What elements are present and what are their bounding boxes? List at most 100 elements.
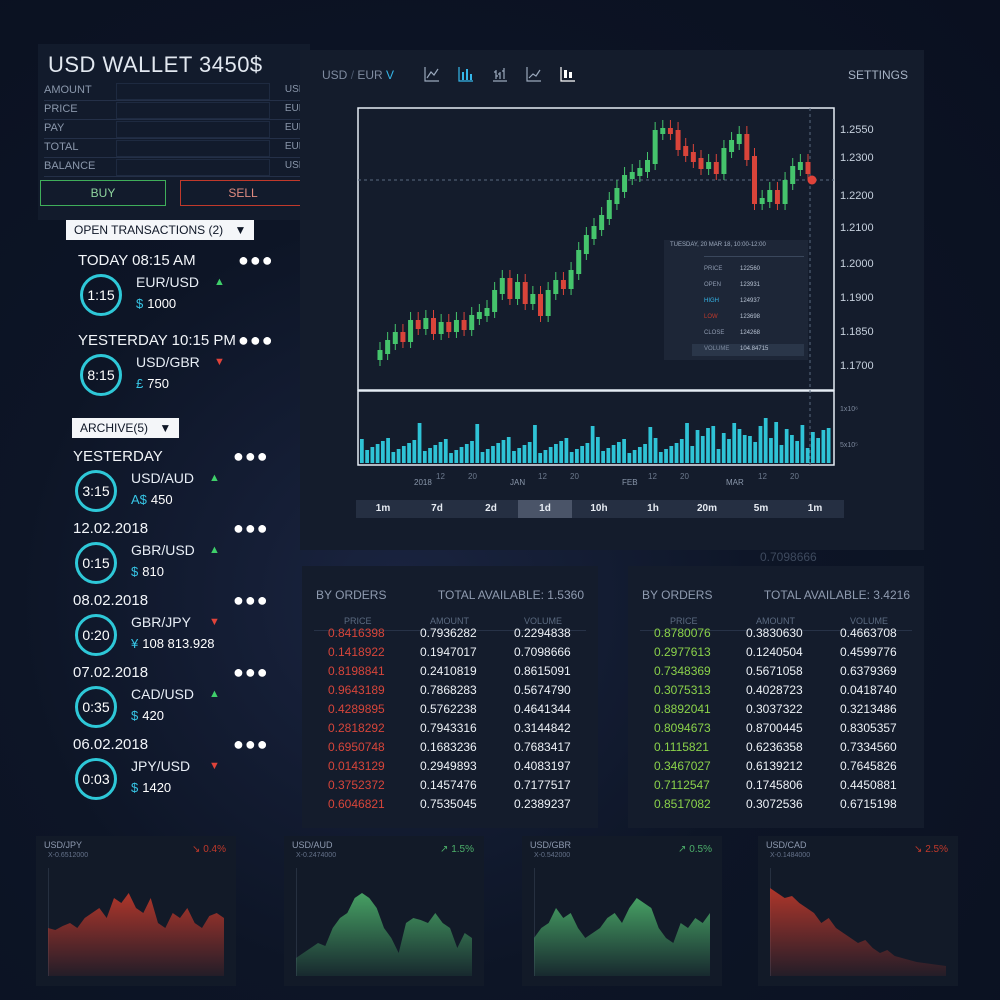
sell-button[interactable]: SELL [180,180,306,206]
volume-bar [575,449,579,463]
chevron-down-icon: ▼ [159,421,172,435]
timeframe-1h[interactable]: 1h [647,503,659,514]
transaction-item[interactable]: TODAY 08:15 AM ●●● 1:15 EUR/USD ▲ $1000 [78,250,308,326]
volume-bar [543,450,548,463]
mini-chart-usd-cad[interactable]: USD/CAD X-0.1484000 ↘ 2.5% [758,836,958,986]
transaction-item[interactable]: 06.02.2018 ●●● 0:03 JPY/USD ▼ $1420 [73,734,303,810]
price-cell: 0.1115821 [654,740,709,754]
arrow-down-icon: ▼ [209,760,220,772]
volume-bar [417,423,422,463]
archive-dropdown[interactable]: ARCHIVE(5) ▼ [72,418,180,438]
timeframe-1m[interactable]: 1m [375,503,391,514]
more-options-icon[interactable]: ●●● [233,734,269,754]
transaction-item[interactable]: 08.02.2018 ●●● 0:20 GBR/JPY ▼ ¥108 813.928 [73,590,303,666]
column-header: PRICE [344,616,372,626]
candle [698,158,704,169]
candle [499,278,505,294]
order-book-total: TOTAL AVAILABLE: 1.5360 [437,588,584,602]
more-options-icon[interactable]: ●●● [233,446,269,466]
order-book-buy: BY ORDERS TOTAL AVAILABLE: 3.4216 PRICE … [628,566,924,828]
tooltip-label: CLOSE [704,330,725,336]
more-options-icon[interactable]: ●●● [238,330,274,350]
volume-bar [758,426,763,463]
candle [392,332,398,344]
timeframe-10h[interactable]: 10h [590,503,608,514]
price-input[interactable] [116,102,270,119]
price-tick: 1.1700 [840,360,874,372]
volume-bar [742,435,747,463]
volume-bar [449,453,453,463]
transaction-item[interactable]: YESTERDAY 10:15 PM ●●● 8:15 USD/GBR ▼ £750 [78,330,308,406]
buy-button[interactable]: BUY [40,180,166,206]
amount-cell: 0.5762238 [420,702,477,716]
countdown-timer: 0:03 [75,758,117,800]
volume-bar [800,425,805,463]
volume-cell: 0.3213486 [840,702,897,716]
pay-input[interactable] [116,121,270,138]
more-options-icon[interactable]: ●●● [233,518,269,538]
transaction-date: 07.02.2018 [73,664,149,681]
volume-bar [464,444,469,463]
wallet-row-price: PRICE EUR [44,101,306,120]
candle [423,318,429,329]
currency-pair: JPY/USD [131,758,191,774]
timeframe-1d[interactable]: 1d [518,500,572,518]
volume-bar [721,433,726,463]
volume-bar [480,452,485,463]
amount-cell: 0.2949893 [420,759,477,773]
line-chart-icon[interactable] [424,66,440,82]
timeframe-20m[interactable]: 20m [696,503,717,514]
currency-pair: GBR/USD [131,542,195,558]
transaction-amount: $810 [131,564,164,579]
candle [599,215,605,230]
ohlc-chart-icon[interactable] [492,66,508,82]
transaction-item[interactable]: YESTERDAY ●●● 3:15 USD/AUD ▲ A$ 450 [73,446,303,522]
timeframe-1m-last[interactable]: 1m [807,503,823,514]
column-header: VOLUME [524,616,563,626]
volume-cell: 0.7645826 [840,759,897,773]
mini-chart-usd-gbr[interactable]: USD/GBR X-0.542000 ↗ 0.5% [522,836,722,986]
price-cell: 0.4289895 [328,702,385,716]
bar-chart-icon[interactable] [458,66,474,82]
mini-chart-subtitle: X-0.6512000 [48,852,89,859]
more-options-icon[interactable]: ●●● [233,662,269,682]
candle [614,188,620,204]
transaction-item[interactable]: 07.02.2018 ●●● 0:35 CAD/USD ▲ $420 [73,662,303,738]
timeframe-7d[interactable]: 7d [431,503,443,514]
price-tick: 1.1850 [840,326,874,338]
area-chart-icon[interactable] [526,66,542,82]
volume-bar [616,442,621,463]
transaction-item[interactable]: 12.02.2018 ●●● 0:15 GBR/USD ▲ $810 [73,518,303,594]
volume-bar [554,444,558,463]
order-book-total: TOTAL AVAILABLE: 3.4216 [763,588,910,602]
timeframe-2d[interactable]: 2d [485,503,497,514]
volume-bar [606,448,611,463]
candlestick-chart-icon[interactable] [560,66,576,82]
volume-cell: 0.4641344 [514,702,571,716]
open-transactions-dropdown[interactable]: OPEN TRANSACTIONS (2) ▼ [66,220,255,240]
volume-cell: 0.7177517 [514,778,571,792]
volume-bar [685,423,689,463]
amount-cell: 0.1745806 [746,778,803,792]
total-input[interactable] [116,140,270,157]
more-options-icon[interactable]: ●●● [238,250,274,270]
candle [645,160,650,172]
balance-input[interactable] [116,159,270,176]
column-header: PRICE [670,616,698,626]
volume-bar [564,438,569,463]
mini-chart-change: ↘ 0.4% [192,844,226,855]
mini-chart-usd-aud[interactable]: USD/AUD X-0.2474000 ↗ 1.5% [284,836,484,986]
wallet-row-label: TOTAL [44,141,79,153]
more-options-icon[interactable]: ●●● [233,590,269,610]
timeframe-5m[interactable]: 5m [753,503,769,514]
volume-bar [679,439,684,463]
volume-bar [669,446,674,463]
mini-chart-usd-jpy[interactable]: USD/JPY X-0.6512000 ↘ 0.4% [36,836,236,986]
settings-button[interactable]: SETTINGS [847,68,908,82]
amount-input[interactable] [116,83,270,100]
price-cell: 0.8517082 [654,797,711,811]
volume-bar [454,450,459,463]
volume-bar [370,447,375,463]
currency-pair-selector[interactable]: USD / EUR V [322,68,395,82]
price-chart[interactable] [300,50,924,480]
